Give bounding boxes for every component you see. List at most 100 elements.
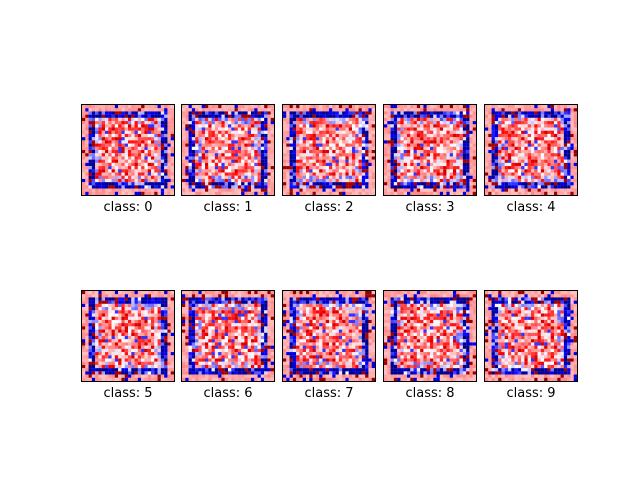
heatmap-cell	[407, 175, 411, 179]
heatmap-cell	[137, 339, 142, 343]
heatmap-cell	[567, 191, 571, 195]
heatmap-cell	[306, 156, 310, 160]
heatmap-cell	[270, 303, 274, 308]
heatmap-cell	[201, 294, 206, 298]
heatmap-cell	[147, 172, 152, 176]
heatmap-cell	[114, 339, 119, 343]
heatmap-cell	[342, 111, 346, 115]
heatmap-cell	[182, 178, 186, 183]
heatmap-cell	[164, 150, 168, 154]
heatmap-cell	[292, 159, 297, 163]
heatmap-cell	[345, 175, 349, 179]
heatmap-cell	[157, 361, 161, 365]
caption-class-4: class: 4	[506, 200, 556, 215]
heatmap-cell	[368, 133, 372, 138]
heatmap-cell	[531, 108, 535, 112]
heatmap-cell	[121, 348, 125, 353]
heatmap-cell	[397, 124, 401, 128]
heatmap-cell	[167, 371, 171, 375]
heatmap-cell	[352, 185, 356, 189]
heatmap-cell	[205, 150, 209, 154]
heatmap-cell	[322, 182, 326, 186]
heatmap-cell	[254, 169, 258, 173]
heatmap-cell	[439, 108, 444, 112]
heatmap-cell	[338, 175, 343, 179]
heatmap-cell	[231, 130, 235, 134]
heatmap-cell	[134, 339, 138, 343]
heatmap-cell	[554, 133, 558, 138]
heatmap-cell	[91, 297, 96, 301]
heatmap-cell	[459, 127, 463, 131]
heatmap-cell	[537, 162, 541, 167]
heatmap-cell	[491, 169, 495, 173]
heatmap-cell	[472, 182, 476, 186]
heatmap-cell	[407, 133, 411, 138]
heatmap-cell	[283, 175, 287, 179]
heatmap-cell	[98, 175, 102, 179]
heatmap-cell	[160, 188, 165, 192]
heatmap-cell	[466, 188, 470, 192]
heatmap-cell	[436, 191, 440, 195]
heatmap-cell	[547, 159, 551, 163]
heatmap-cell	[91, 130, 96, 134]
heatmap-cell	[214, 310, 219, 314]
heatmap-cell	[267, 316, 271, 320]
heatmap-cell	[105, 175, 109, 179]
heatmap-cell	[443, 182, 447, 186]
heatmap-cell	[312, 121, 316, 125]
heatmap-cell	[573, 150, 577, 154]
heatmap-cell	[218, 307, 222, 311]
heatmap-cell	[105, 374, 109, 378]
heatmap-cell	[335, 178, 339, 183]
heatmap-cell	[348, 169, 353, 173]
heatmap-cell	[118, 355, 122, 359]
heatmap-cell	[134, 108, 138, 112]
heatmap-cell	[329, 166, 333, 170]
heatmap-cell	[205, 166, 209, 170]
heatmap-cell	[436, 140, 440, 144]
heatmap-cell	[498, 105, 502, 109]
heatmap-cell	[144, 182, 148, 186]
heatmap-cell	[198, 140, 202, 144]
heatmap-cell	[198, 307, 202, 311]
heatmap-cell	[361, 130, 366, 134]
heatmap-cell	[433, 137, 437, 141]
heatmap-cell	[121, 146, 125, 151]
heatmap-cell	[443, 143, 447, 147]
heatmap-cell	[407, 114, 411, 118]
heatmap-cell	[371, 108, 375, 112]
heatmap-cell	[329, 162, 333, 167]
heatmap-cell	[224, 130, 229, 134]
heatmap-cell	[147, 182, 152, 186]
heatmap-cell	[264, 172, 268, 176]
heatmap-cell	[228, 121, 232, 125]
heatmap-cell	[241, 105, 245, 109]
heatmap-cell	[306, 114, 310, 118]
heatmap-cell	[160, 368, 165, 372]
heatmap-cell	[164, 316, 168, 320]
heatmap-cell	[387, 150, 391, 154]
heatmap-cell	[456, 114, 460, 118]
heatmap-cell	[283, 114, 287, 118]
heatmap-cell	[98, 117, 102, 122]
heatmap-cell	[436, 127, 440, 131]
heatmap-cell	[151, 130, 155, 134]
heatmap-cell	[423, 124, 427, 128]
heatmap-cell	[570, 111, 574, 115]
heatmap-cell	[214, 124, 219, 128]
heatmap-cell	[98, 307, 102, 311]
heatmap-cell	[231, 182, 235, 186]
heatmap-cell	[118, 352, 122, 356]
heatmap-cell	[466, 191, 470, 195]
heatmap-cell	[195, 182, 199, 186]
heatmap-cell	[527, 162, 532, 167]
heatmap-cell	[231, 153, 235, 157]
heatmap-cell	[544, 188, 548, 192]
heatmap-cell	[167, 191, 171, 195]
heatmap-cell	[141, 146, 145, 151]
heatmap-cell	[154, 143, 158, 147]
heatmap-cell	[524, 127, 528, 131]
heatmap-cell	[410, 108, 414, 112]
heatmap-cell	[342, 130, 346, 134]
heatmap-cell	[368, 185, 372, 189]
